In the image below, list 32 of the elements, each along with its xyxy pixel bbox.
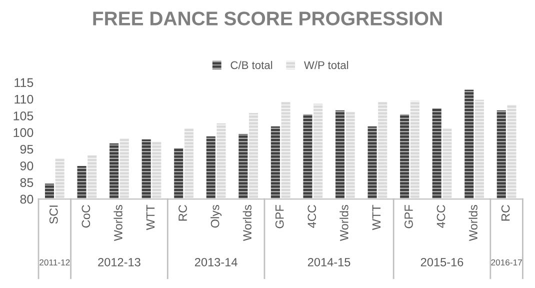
y-tick-label: 100	[14, 128, 34, 138]
x-tick-label: RC	[501, 205, 510, 221]
text: 2011-12	[40, 259, 70, 266]
text: 2013-14	[194, 258, 238, 266]
y-tick-label: 115	[14, 78, 34, 88]
x-tick-label: Olys	[210, 204, 222, 228]
legend-label: C/B total	[230, 60, 272, 70]
x-tick-label: Worlds	[340, 204, 348, 242]
text: 2016-17	[491, 259, 522, 266]
x-tick-label: 4CC	[308, 205, 316, 228]
x-tick-label: WTT	[372, 204, 380, 230]
x-tick-label: WTT	[146, 204, 155, 230]
x-tick-label: SCI	[49, 206, 58, 224]
x-tick-label: GPF	[404, 205, 413, 228]
text: 2014-15	[308, 258, 350, 266]
x-tick-label: Worlds	[114, 204, 122, 242]
y-tick-label: 105	[14, 111, 34, 120]
legend-label: W/P total	[304, 60, 348, 70]
x-tick-label: Worlds	[242, 204, 252, 242]
y-tick-label: 90	[20, 161, 34, 170]
y-tick-label: 85	[20, 178, 34, 187]
chart-title: FREE DANCE SCORE PROGRESSION	[93, 12, 442, 26]
x-tick-label: GPF	[275, 205, 284, 228]
x-tick-label: RC	[178, 205, 187, 221]
x-tick-label: Worlds	[468, 204, 478, 242]
x-tick-label: CoC	[82, 205, 90, 228]
y-tick-label: 110	[14, 94, 34, 104]
text: 2012-13	[98, 258, 140, 266]
x-tick-label: 4CC	[436, 205, 446, 228]
y-tick-label: 80	[20, 194, 34, 204]
y-tick-label: 95	[20, 144, 34, 154]
text: 2015-16	[420, 258, 464, 266]
